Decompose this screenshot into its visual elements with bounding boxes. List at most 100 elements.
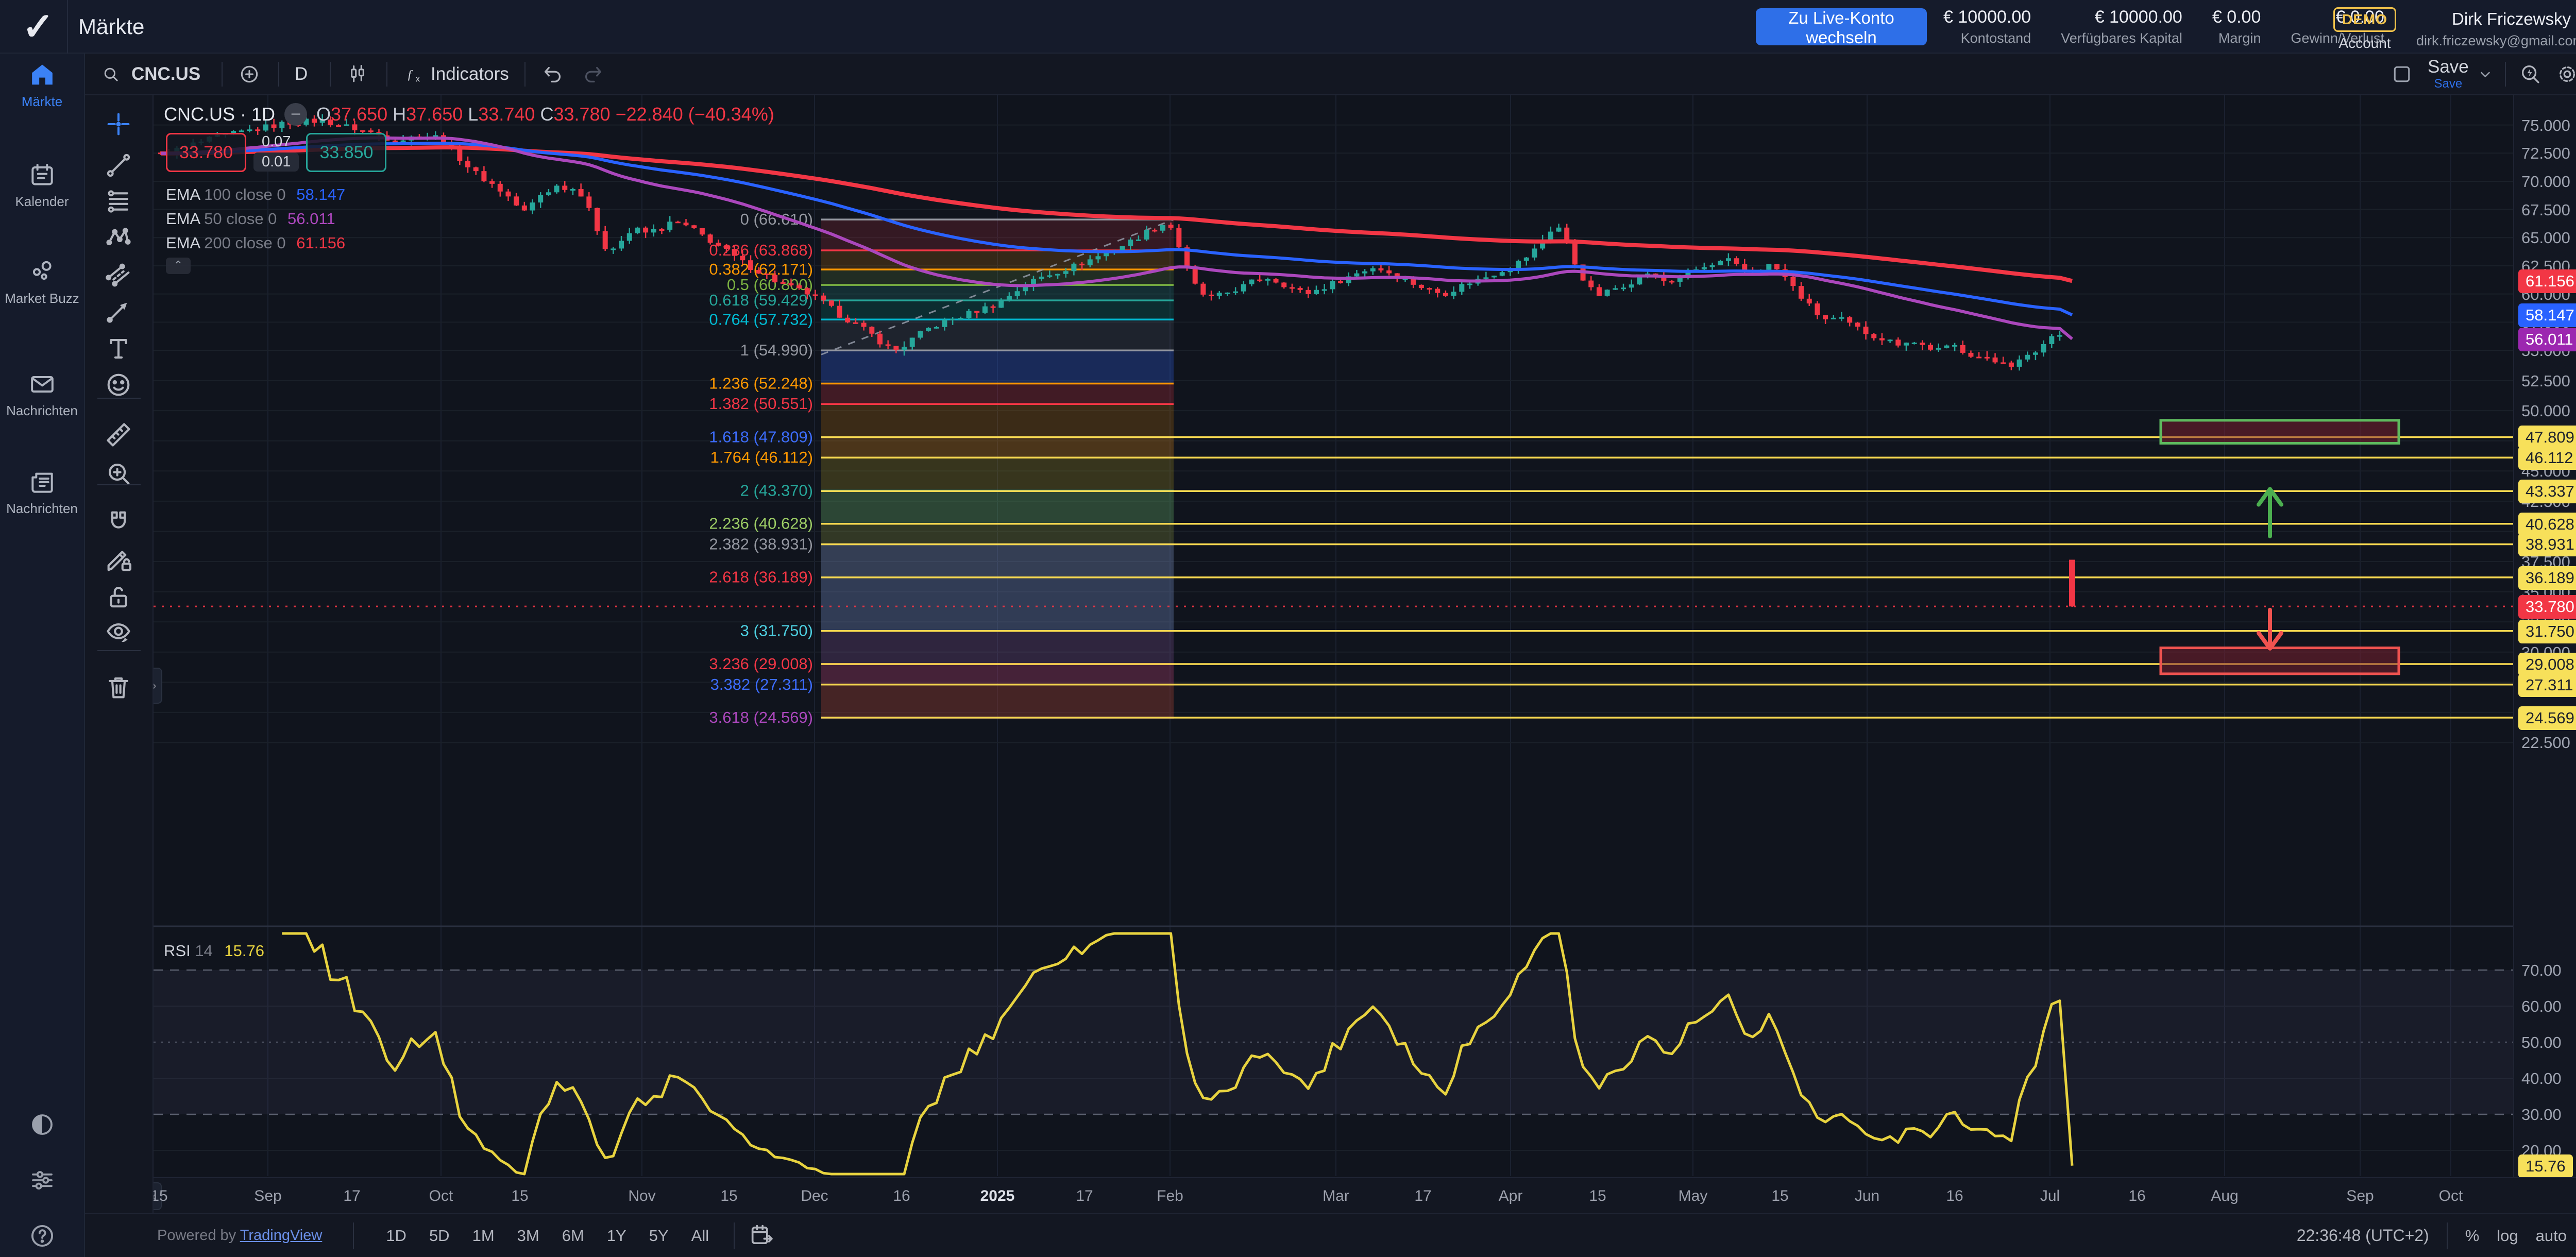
range-button-all[interactable]: All [691,1226,709,1245]
question-icon [31,1225,53,1247]
drawing-toolbar [85,95,154,1213]
divider [2446,1222,2448,1249]
range-button-1y[interactable]: 1Y [606,1226,626,1245]
chart-style-button[interactable] [346,54,369,94]
page-title: Märkte [78,14,145,39]
save-button[interactable]: Save Save [2428,54,2469,94]
range-button-3m[interactable]: 3M [517,1226,539,1245]
range-button-6m[interactable]: 6M [562,1226,584,1245]
buy-price-box[interactable]: 33.850 [306,133,387,172]
remove-drawings-tool[interactable] [104,672,134,703]
sidebar-item-label: Märkte [21,94,63,109]
rsi-tick: 40.00 [2521,1069,2562,1088]
save-menu-button[interactable] [2476,54,2495,94]
switch-to-live-account-button[interactable]: Zu Live-Konto wechseln [1756,8,1927,47]
hide-drawings-tool[interactable] [104,618,134,649]
range-buttons: 1D 5D 1M 3M 6M 1Y 5Y All [375,1222,720,1249]
svg-text:x: x [416,74,420,83]
sidebar-item-maerkte[interactable]: Märkte [0,61,84,109]
compare-add-button[interactable] [238,54,261,94]
ohlc-c-label: C [540,104,554,125]
ohlc-h-label: H [393,104,406,125]
time-tick: 16 [2128,1187,2146,1204]
sidebar-item-kalender[interactable]: Kalender [0,161,84,209]
layout-select-button[interactable] [2391,54,2413,94]
indicator-row-ema-50[interactable]: EMA 50 close 0 56.011 [166,210,335,228]
crosshair-tool[interactable] [104,109,134,140]
interval-button[interactable]: D [295,63,308,84]
hide-symbol-icon[interactable]: – [284,103,308,126]
sidebar-item-nachrichten-news[interactable]: Nachrichten [0,468,84,516]
time-tick: Apr [1498,1187,1523,1204]
parallel-channel-tool[interactable] [104,260,134,291]
scale-button-log[interactable]: log [2497,1226,2518,1245]
quick-search-button[interactable] [2518,54,2542,94]
broker-logo-icon[interactable]: ✓ [22,5,54,48]
chart-canvas[interactable]: 0 (66.610) 0.236 (63.868)0.382 (62.171) 0.… [154,95,2513,1177]
redo-icon [585,66,602,82]
sidebar-question-button[interactable] [0,1222,84,1250]
text-tool[interactable] [104,334,134,365]
rsi-legend[interactable]: RSI 14 15.76 [164,942,264,960]
indicator-row-ema-100[interactable]: EMA 100 close 0 58.147 [166,185,346,203]
rsi-tick: 50.00 [2521,1033,2562,1051]
ruler-tool[interactable] [104,420,134,451]
sell-price-box[interactable]: 33.780 [166,133,246,172]
emoji-tool[interactable] [104,370,134,401]
save-sub-label[interactable]: Save [2434,77,2463,91]
time-tick: 17 [343,1187,361,1204]
scale-button-auto[interactable]: auto [2535,1226,2567,1245]
chart-plot-area[interactable]: 0 (66.610) 0.236 (63.868) 0.382 (62.171) 0.… [154,95,2513,1177]
fib-level-label: 3.618 (24.569) [709,708,813,726]
ohlc-c-value: 33.780 [553,104,611,125]
ohlc-o-value: 37.650 [331,104,388,125]
fib-level-label: 0.618 (59.429) [709,291,813,309]
scale-buttons: % log auto [2465,1227,2567,1245]
sidebar-contrast-button[interactable] [0,1111,84,1139]
chart-settings-button[interactable] [2555,54,2576,94]
redo-button[interactable] [581,54,605,94]
drawing-lock-tool[interactable] [104,545,134,576]
sidebar-sliders-button[interactable] [0,1166,84,1194]
magnet-tool[interactable] [104,507,134,538]
lock-all-tool[interactable] [104,582,134,613]
zoom-in-tool[interactable] [104,458,134,489]
ohlc-l-label: L [468,104,479,125]
symbol-search-value[interactable]: CNC.US [131,63,201,84]
trendline-tool[interactable] [104,150,134,181]
account-stat-1: € 10000.00 Verfügbares Kapital [2061,7,2182,46]
indicator-row-ema-200[interactable]: EMA 200 close 0 61.156 [166,234,346,252]
sidebar-item-nachrichten-mail[interactable]: Nachrichten [0,370,84,418]
undo-button[interactable] [541,54,565,94]
goto-date-icon[interactable] [748,1222,776,1250]
range-button-5d[interactable]: 5D [429,1226,450,1245]
app-sidebar: Märkte Kalender Market Buzz Nachrichten Nach… [0,54,85,1257]
symbol-search-button[interactable] [100,54,121,94]
fib-level-label: 0 (66.610) [740,210,813,228]
stat-label: Kontostand [1960,30,2031,46]
scale-button-%[interactable]: % [2465,1226,2480,1245]
sidebar-item-label: Market Buzz [5,291,79,306]
price-axis[interactable]: 75.000 72.500 70.000 67.500 65.000 62.500 60.0… [2513,95,2576,1178]
indicators-button[interactable]: ƒ x Indicators [403,54,509,94]
price-badge: 38.931 [2518,533,2576,557]
range-button-5y[interactable]: 5Y [649,1226,669,1245]
buzz-icon [32,261,52,280]
clock[interactable]: 22:36:48 (UTC+2) [2296,1226,2429,1245]
contrast-icon [31,1114,53,1135]
calendar-icon [31,164,53,185]
range-button-1m[interactable]: 1M [472,1226,495,1245]
arrow-marker-tool[interactable] [104,296,134,327]
sidebar-item-market-buzz[interactable]: Market Buzz [0,258,84,306]
stat-value: € 0.00 [2212,7,2261,27]
toolbar-divider [97,484,141,485]
fib-retracement-tool[interactable] [104,186,134,217]
legend-collapse-icon[interactable]: ⌃ [166,258,191,274]
fib-level-label: 0.382 (62.171) [709,260,813,278]
range-button-1d[interactable]: 1D [386,1226,406,1245]
pattern-xabcd-tool[interactable] [104,223,134,253]
tradingview-link[interactable]: TradingView [240,1227,323,1244]
time-tick: Jun [1854,1187,1880,1204]
time-axis[interactable]: ‹ 15 Sep 17 Oct 15 Nov 15 Dec 16 2025 17 Feb Mar 17 Ap… [146,1177,2576,1213]
legend-symbol[interactable]: CNC.US · 1D [164,104,276,125]
